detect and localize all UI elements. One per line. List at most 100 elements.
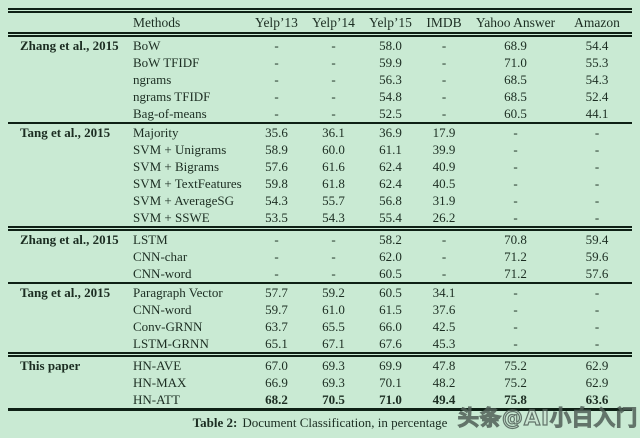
method-cell: Majority	[133, 125, 179, 140]
value-cell: -	[274, 55, 279, 70]
table-row: ngrams TFIDF - - 54.8 - 68.5 52.4	[8, 88, 632, 105]
table-row: Bag-of-means - - 52.5 - 60.5 44.1	[8, 105, 632, 123]
value-cell: 67.1	[322, 336, 345, 351]
value-cell: -	[594, 210, 600, 225]
method-cell: LSTM	[133, 232, 168, 247]
header-row: Methods Yelp’13 Yelp’14 Yelp’15 IMDB Yahoo An…	[8, 10, 632, 35]
value-cell: 40.9	[432, 159, 456, 174]
value-cell: -	[331, 249, 336, 264]
value-cell: 39.9	[432, 142, 456, 157]
method-cell: SVM + AverageSG	[133, 193, 234, 208]
value-cell: 60.5	[379, 266, 402, 281]
value-cell: -	[594, 176, 600, 191]
value-cell: 61.8	[322, 176, 345, 191]
method-cell: HN-ATT	[133, 392, 180, 407]
value-cell: 71.0	[504, 55, 527, 70]
table-row: Tang et al., 2015 Majority 35.6 36.1 36.9 17.…	[8, 123, 632, 141]
value-cell: 75.8	[504, 392, 527, 407]
value-cell: 54.3	[322, 210, 345, 225]
value-cell: -	[594, 125, 600, 140]
table-row: HN-ATT 68.2 70.5 71.0 49.4 75.8 63.6	[8, 391, 632, 410]
value-cell: -	[513, 176, 518, 191]
header-cell: Yelp’13	[255, 14, 298, 30]
table-row: SVM + AverageSG 54.3 55.7 56.8 31.9 - -	[8, 192, 632, 209]
value-cell: -	[331, 55, 336, 70]
value-cell: 45.3	[432, 336, 456, 351]
value-cell: 55.7	[322, 193, 345, 208]
value-cell: 55.4	[379, 210, 402, 225]
table-group: This paper HN-AVE 67.0 69.3 69.9 47.8 75.2 62.9…	[8, 354, 632, 410]
value-cell: -	[331, 266, 336, 281]
table-row: SVM + TextFeatures 59.8 61.8 62.4 40.5 - -	[8, 175, 632, 192]
value-cell: 49.4	[432, 392, 456, 407]
value-cell: -	[594, 159, 600, 174]
table-row: CNN-word 59.7 61.0 61.5 37.6 - -	[8, 301, 632, 318]
method-cell: HN-AVE	[133, 358, 182, 373]
value-cell: -	[274, 89, 279, 104]
value-cell: 63.6	[585, 392, 609, 407]
value-cell: 53.5	[265, 210, 288, 225]
value-cell: 56.8	[379, 193, 402, 208]
value-cell: 48.2	[432, 375, 456, 390]
method-cell: SVM + Unigrams	[133, 142, 227, 157]
value-cell: -	[513, 159, 518, 174]
value-cell: -	[513, 336, 518, 351]
value-cell: -	[441, 266, 447, 281]
header-cell: Yahoo Answer	[475, 14, 556, 30]
value-cell: -	[594, 142, 600, 157]
value-cell: -	[594, 319, 600, 334]
value-cell: -	[513, 193, 518, 208]
header-cell-group	[8, 11, 120, 35]
table-header: Methods Yelp’13 Yelp’14 Yelp’15 IMDB Yahoo An…	[8, 10, 632, 35]
method-cell: Conv-GRNN	[133, 319, 203, 334]
value-cell: 54.3	[265, 193, 288, 208]
value-cell: 62.4	[379, 176, 402, 191]
value-cell: 70.5	[322, 392, 345, 407]
value-cell: 69.3	[322, 375, 345, 390]
table-row: SVM + SSWE 53.5 54.3 55.4 26.2 - -	[8, 209, 632, 229]
value-cell: -	[441, 72, 447, 87]
value-cell: 57.7	[265, 285, 288, 300]
table-row: Zhang et al., 2015 LSTM - - 58.2 - 70.8 59.4	[8, 229, 632, 249]
header-cell: Amazon	[574, 14, 620, 30]
method-cell: SVM + TextFeatures	[133, 176, 242, 191]
method-cell: BoW	[133, 38, 161, 53]
group-label: This paper	[20, 358, 81, 373]
table-caption-text: Document Classification, in percentage	[242, 415, 448, 430]
value-cell: -	[594, 336, 600, 351]
value-cell: 71.0	[379, 392, 402, 407]
method-cell: LSTM-GRNN	[133, 336, 209, 351]
value-cell: 68.5	[504, 89, 527, 104]
method-cell: HN-MAX	[133, 375, 187, 390]
value-cell: 59.6	[585, 249, 609, 264]
table-figure: Methods Yelp’13 Yelp’14 Yelp’15 IMDB Yahoo An…	[8, 8, 632, 431]
value-cell: 61.1	[379, 142, 402, 157]
method-cell: ngrams	[133, 72, 172, 87]
method-cell: SVM + SSWE	[133, 210, 210, 225]
value-cell: 70.8	[504, 232, 527, 247]
value-cell: 62.4	[379, 159, 402, 174]
value-cell: 58.0	[379, 38, 402, 53]
value-cell: 35.6	[265, 125, 288, 140]
value-cell: -	[331, 89, 336, 104]
value-cell: -	[331, 106, 336, 121]
value-cell: 68.2	[265, 392, 288, 407]
value-cell: 59.7	[265, 302, 288, 317]
value-cell: -	[513, 125, 518, 140]
value-cell: 47.8	[432, 358, 456, 373]
method-cell: ngrams TFIDF	[133, 89, 211, 104]
value-cell: 17.9	[432, 125, 456, 140]
value-cell: -	[441, 249, 447, 264]
value-cell: 60.5	[379, 285, 402, 300]
table-row: CNN-word - - 60.5 - 71.2 57.6	[8, 265, 632, 283]
value-cell: -	[513, 142, 518, 157]
value-cell: 59.2	[322, 285, 345, 300]
value-cell: -	[594, 285, 600, 300]
value-cell: 68.5	[504, 72, 527, 87]
value-cell: 63.7	[265, 319, 288, 334]
table-caption-label: Table 2:	[192, 415, 238, 430]
value-cell: 55.3	[585, 55, 609, 70]
table-row: LSTM-GRNN 65.1 67.1 67.6 45.3 - -	[8, 335, 632, 355]
method-cell: CNN-char	[133, 249, 188, 264]
value-cell: 66.0	[379, 319, 402, 334]
